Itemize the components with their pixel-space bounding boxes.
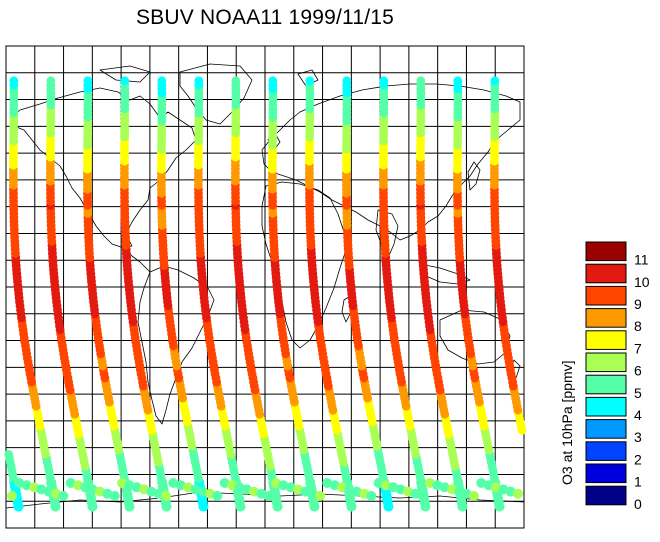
colorbar-box xyxy=(585,330,627,350)
ozone-measurement-point xyxy=(109,490,120,501)
ozone-measurement-point xyxy=(7,490,17,501)
ozone-map xyxy=(4,45,527,529)
colorbar-title: O3 at 10hPa [ppmv] xyxy=(559,360,575,485)
colorbar-label: 11 xyxy=(634,252,649,268)
coast-north-america xyxy=(9,87,197,249)
ozone-measurement-point xyxy=(416,76,426,86)
colorbar-box xyxy=(585,263,627,284)
map-title: SBUV NOAA11 1999/11/15 xyxy=(135,6,395,29)
colorbar-box xyxy=(585,308,627,328)
ozone-measurement-point xyxy=(231,76,241,86)
colorbar-box xyxy=(585,419,627,439)
colorbar-label: 5 xyxy=(634,385,642,401)
colorbar-label: 6 xyxy=(634,363,642,379)
ozone-measurement-point xyxy=(379,76,389,86)
colorbar-label: 2 xyxy=(634,451,642,467)
coast-svalbard xyxy=(297,69,319,87)
ozone-measurement-point xyxy=(212,490,223,501)
colorbar-label: 8 xyxy=(634,318,642,334)
ozone-measurement-point xyxy=(469,490,479,501)
ozone-measurement-point xyxy=(342,76,352,86)
coast-india xyxy=(375,209,399,259)
ozone-measurement-point xyxy=(417,490,428,501)
coast-australia xyxy=(439,309,511,365)
colorbar-box xyxy=(585,374,627,395)
ozone-measurement-point xyxy=(263,490,274,501)
colorbar-box xyxy=(585,485,627,506)
colorbar-box xyxy=(585,396,627,417)
colorbar-label: 3 xyxy=(634,429,642,445)
colorbar-label: 0 xyxy=(634,496,642,512)
colorbar-box xyxy=(585,285,627,306)
colorbar-label: 9 xyxy=(634,296,642,312)
coast-greenland xyxy=(179,63,253,125)
colorbar-box xyxy=(585,441,627,461)
ozone-measurement-point xyxy=(315,490,325,501)
colorbar-label: 1 xyxy=(634,474,642,490)
ozone-measurement-point xyxy=(120,76,130,86)
coast-japan xyxy=(467,161,481,191)
colorbar-label: 10 xyxy=(634,274,650,290)
colorbar-boxes xyxy=(585,241,627,506)
ozone-measurement-point xyxy=(58,490,69,501)
ozone-measurement-point xyxy=(513,488,523,499)
ozone-measurement-point xyxy=(157,76,167,86)
ozone-measurement-point xyxy=(490,76,500,86)
colorbar-label: 7 xyxy=(634,340,642,356)
ozone-measurement-point xyxy=(161,490,171,501)
colorbar-box xyxy=(585,241,627,262)
orbit-tracks xyxy=(4,76,527,512)
coast-arctic-islands xyxy=(99,65,151,83)
ozone-measurement-point xyxy=(9,76,19,86)
ozone-measurement-point xyxy=(366,490,377,501)
ozone-measurement-point xyxy=(305,76,315,86)
ozone-measurement-point xyxy=(453,76,463,86)
ozone-measurement-point xyxy=(268,76,278,86)
colorbar-box xyxy=(585,352,627,373)
colorbar-box xyxy=(585,463,627,484)
ozone-measurement-point xyxy=(46,76,56,86)
ozone-measurement-point xyxy=(194,76,204,86)
colorbar-label: 4 xyxy=(634,407,642,423)
ozone-measurement-point xyxy=(4,450,14,459)
ozone-measurement-point xyxy=(83,76,93,86)
